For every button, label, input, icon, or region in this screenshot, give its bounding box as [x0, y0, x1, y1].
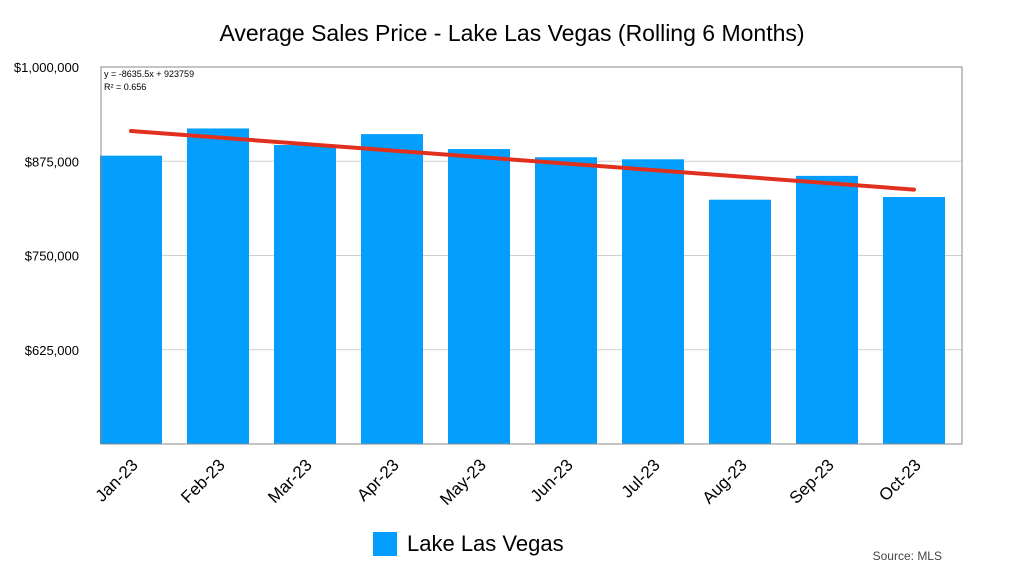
- x-tick-label: Apr-23: [353, 455, 403, 505]
- legend: Lake Las Vegas: [373, 531, 564, 557]
- x-tick-label: Jul-23: [618, 455, 664, 501]
- bar-mar-23: [274, 145, 336, 444]
- x-tick-label: Jan-23: [92, 455, 142, 505]
- trendline-r2: R² = 0.656: [104, 82, 146, 92]
- x-tick-label: Jun-23: [527, 455, 577, 505]
- legend-label: Lake Las Vegas: [407, 531, 564, 556]
- bar-feb-23: [187, 128, 249, 445]
- bar-apr-23: [361, 134, 423, 444]
- bar-jul-23: [622, 159, 684, 444]
- x-tick-label: Aug-23: [699, 455, 751, 507]
- y-tick-label: $1,000,000: [14, 60, 79, 75]
- y-tick-label: $750,000: [25, 249, 79, 264]
- chart-title: Average Sales Price - Lake Las Vegas (Ro…: [219, 20, 805, 46]
- trendline: [129, 128, 916, 192]
- bar-sep-23: [796, 175, 858, 444]
- bar-may-23: [448, 149, 510, 444]
- trendline-equation: y = -8635.5x + 923759: [104, 69, 194, 79]
- x-tick-label: Oct-23: [875, 455, 925, 505]
- plot-border: [100, 66, 963, 445]
- x-tick-label: Feb-23: [177, 455, 229, 507]
- legend-swatch: [373, 532, 397, 556]
- bar-jun-23: [535, 157, 597, 445]
- y-tick-label: $875,000: [25, 154, 79, 169]
- bar-aug-23: [709, 199, 771, 444]
- bar-jan-23: [100, 155, 162, 444]
- source-note: Source: MLS: [872, 549, 942, 563]
- y-tick-label: $625,000: [25, 343, 79, 358]
- bar-oct-23: [883, 196, 945, 444]
- x-tick-label: Sep-23: [786, 455, 838, 507]
- x-tick-label: Mar-23: [264, 455, 316, 507]
- x-tick-label: May-23: [436, 455, 490, 509]
